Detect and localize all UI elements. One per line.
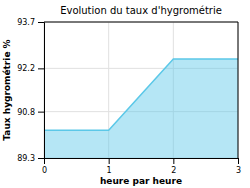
y-axis: 89.3 90.8 92.2 93.7	[17, 18, 44, 163]
tick-label: 90.8	[17, 108, 35, 117]
axis-domain	[38, 23, 45, 159]
plot: 0 1 2 3 89.3 90.8 92.2 93.7	[17, 18, 241, 175]
tick-label: 2	[171, 166, 176, 175]
tick-mark	[38, 22, 44, 23]
tick-mark	[109, 158, 110, 164]
tick-label: 1	[107, 166, 112, 175]
tick-mark	[238, 158, 239, 164]
tick-label: 0	[42, 166, 47, 175]
x-axis: 0 1 2 3	[42, 158, 241, 175]
tick-label: 92.2	[17, 64, 35, 73]
area	[44, 59, 238, 158]
tick: 0	[42, 158, 47, 175]
tick: 1	[107, 158, 112, 175]
grid-line-x	[238, 22, 239, 158]
tick: 3	[236, 158, 241, 175]
frame	[44, 22, 238, 23]
tick: 89.3	[17, 154, 44, 163]
tick-mark	[173, 158, 174, 164]
title: Evolution du taux d'hygrométrie	[60, 5, 222, 16]
tick-label: 93.7	[17, 18, 35, 27]
tick-mark	[38, 112, 44, 113]
chart: 0 1 2 3 89.3 90.8 92.2 93.7 Evolution du taux d'…	[0, 0, 250, 188]
tick-label: 3	[236, 166, 241, 175]
y-axis-title: Taux hygrométrie %	[2, 39, 12, 140]
tick: 90.8	[17, 108, 44, 117]
tick-mark	[38, 68, 44, 69]
tick-label: 89.3	[17, 154, 35, 163]
x-axis-title: heure par heure	[100, 176, 182, 186]
tick: 92.2	[17, 64, 44, 73]
line	[44, 59, 238, 130]
tick: 93.7	[17, 18, 44, 27]
grid	[44, 22, 238, 158]
marks	[44, 59, 238, 158]
frame	[238, 22, 239, 158]
tick: 2	[171, 158, 176, 175]
grid-line-y	[44, 22, 238, 23]
axis-domain	[45, 159, 239, 165]
tick-mark	[38, 158, 44, 159]
